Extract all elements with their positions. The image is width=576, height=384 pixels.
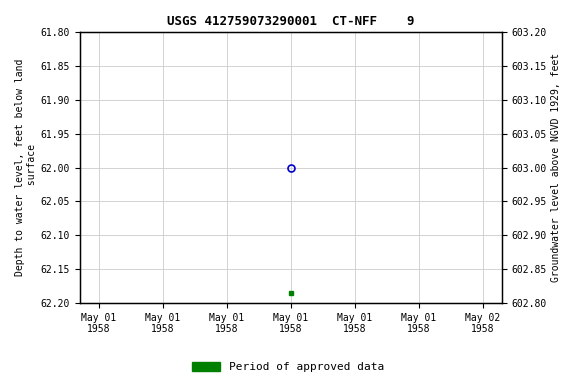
Title: USGS 412759073290001  CT-NFF    9: USGS 412759073290001 CT-NFF 9 bbox=[167, 15, 415, 28]
Y-axis label: Groundwater level above NGVD 1929, feet: Groundwater level above NGVD 1929, feet bbox=[551, 53, 561, 282]
Legend: Period of approved data: Period of approved data bbox=[188, 357, 388, 377]
Y-axis label: Depth to water level, feet below land
 surface: Depth to water level, feet below land su… bbox=[15, 59, 37, 276]
